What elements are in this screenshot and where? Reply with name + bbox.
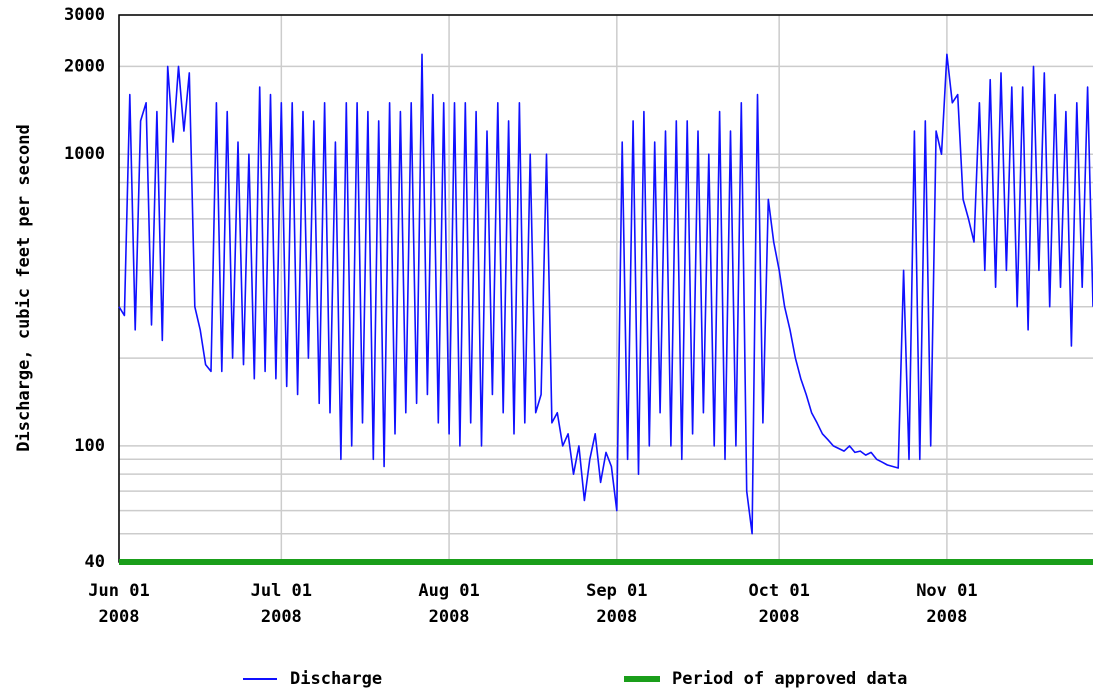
y-tick-label: 1000 [64, 144, 105, 164]
y-tick-label: 2000 [64, 56, 105, 76]
x-tick-label: Sep 01 2008 [586, 581, 647, 627]
x-tick-label: Jun 01 2008 [88, 581, 149, 627]
x-tick-label: Aug 01 2008 [418, 581, 479, 627]
y-tick-label: 3000 [64, 5, 105, 25]
x-tick-label: Nov 01 2008 [916, 581, 977, 627]
legend-label: Discharge [290, 669, 382, 689]
data-line [118, 53, 1093, 535]
x-tick-label: Oct 01 2008 [748, 581, 809, 627]
legend-label: Period of approved data [672, 669, 907, 689]
y-tick-label: 40 [85, 552, 105, 572]
y-axis-label: Discharge, cubic feet per second [14, 124, 34, 452]
y-tick-label: 100 [74, 436, 105, 456]
x-tick-label: Jul 01 2008 [251, 581, 312, 627]
